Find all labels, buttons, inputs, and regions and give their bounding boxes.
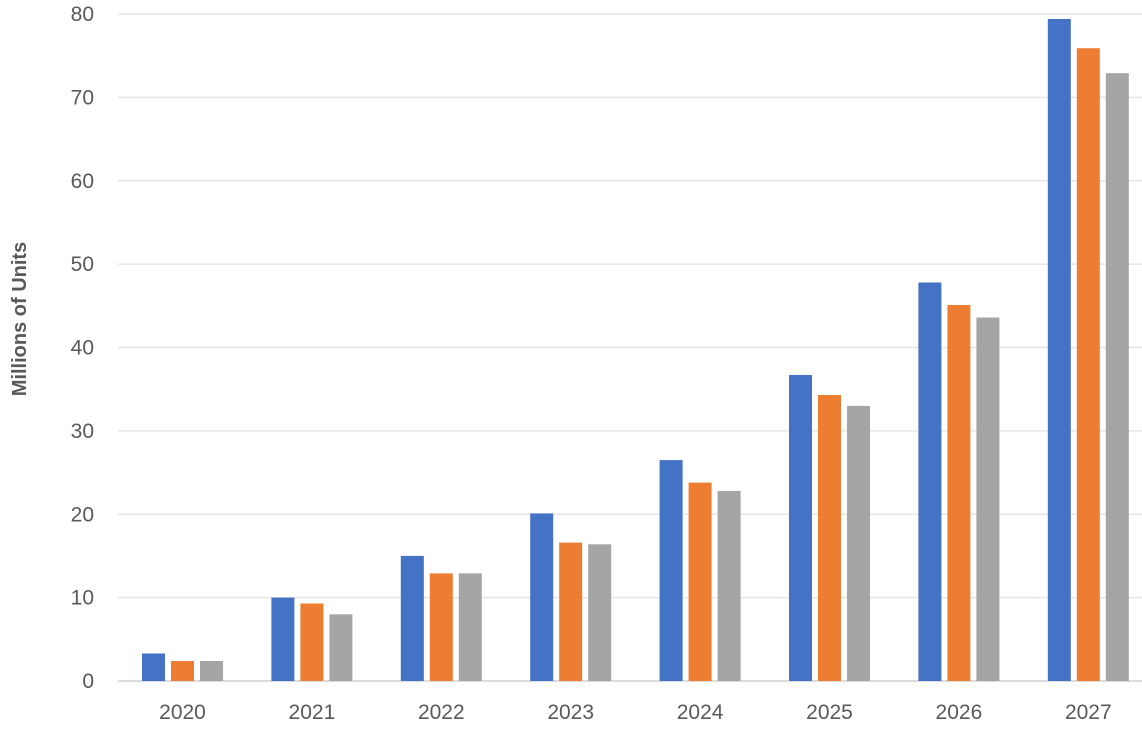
bar-2025-series-1 xyxy=(789,375,812,681)
y-tick-label: 60 xyxy=(71,170,94,193)
y-tick-label: 0 xyxy=(82,670,94,693)
y-tick-label: 70 xyxy=(71,86,94,109)
bar-2021-series-1 xyxy=(271,597,295,681)
bar-2021-series-2 xyxy=(300,603,324,681)
bar-2022-series-3 xyxy=(458,573,482,681)
bar-2022-series-2 xyxy=(429,573,453,681)
bar-2027-series-3 xyxy=(1105,73,1129,681)
bar-2024-series-1 xyxy=(659,460,683,681)
bar-2026-series-3 xyxy=(976,317,1000,681)
x-tick-label: 2022 xyxy=(418,701,465,724)
x-tick-label: 2020 xyxy=(159,701,206,724)
bar-2022-series-1 xyxy=(400,555,424,681)
bar-2023-series-1 xyxy=(530,513,554,681)
x-tick-label: 2027 xyxy=(1065,701,1112,724)
x-tick-label: 2021 xyxy=(289,701,336,724)
x-tick-label: 2024 xyxy=(677,701,724,724)
x-tick-label: 2026 xyxy=(936,701,983,724)
bar-2025-series-3 xyxy=(847,405,870,681)
y-tick-label: 80 xyxy=(71,3,94,26)
y-tick-label: 20 xyxy=(71,503,94,526)
x-axis-ticks: 2020 2021 2022 2023 2024 2025 2026 2027 xyxy=(159,701,1112,724)
y-tick-label: 10 xyxy=(71,587,94,610)
y-tick-label: 50 xyxy=(71,253,94,276)
x-tick-label: 2023 xyxy=(547,701,594,724)
bar-2026-series-1 xyxy=(918,282,942,681)
bar-2027-series-2 xyxy=(1076,48,1100,681)
bar-2020-series-1 xyxy=(142,653,165,681)
bar-2026-series-2 xyxy=(947,305,971,681)
x-tick-label: 2025 xyxy=(806,701,853,724)
y-axis-ticks: 0 10 20 30 40 50 60 70 80 xyxy=(71,3,94,693)
bar-2024-series-3 xyxy=(717,490,741,681)
bar-2027-series-1 xyxy=(1047,19,1071,681)
y-axis-title: Millions of Units xyxy=(9,242,31,396)
bar-2020-series-3 xyxy=(200,661,223,681)
bar-2023-series-2 xyxy=(559,542,583,681)
y-tick-label: 30 xyxy=(71,420,94,443)
bar-2023-series-3 xyxy=(588,544,612,681)
bar-2024-series-2 xyxy=(688,482,712,681)
bar-2025-series-2 xyxy=(818,395,841,681)
bar-2020-series-2 xyxy=(171,661,194,681)
y-tick-label: 40 xyxy=(71,337,94,360)
bar-2021-series-3 xyxy=(329,614,353,681)
bars xyxy=(142,19,1129,681)
